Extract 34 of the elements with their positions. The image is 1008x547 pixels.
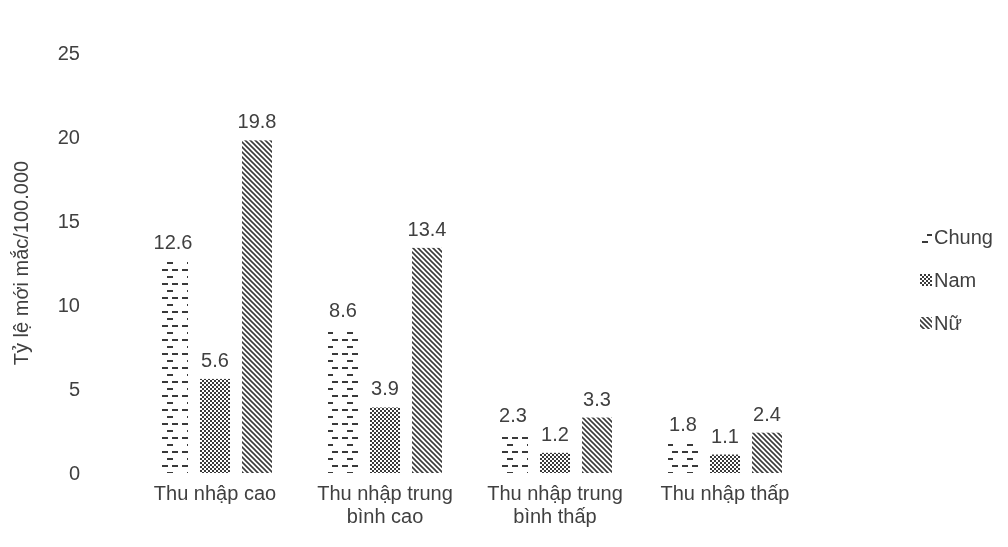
data-label: 8.6: [329, 298, 357, 321]
data-label: 19.8: [237, 110, 277, 133]
data-label: 3.3: [583, 387, 611, 410]
y-tick-label: 20: [57, 126, 80, 148]
legend-label: Nữ: [934, 312, 962, 334]
x-tick-label: Thu nhập cao: [153, 482, 277, 504]
y-tick-label: 15: [57, 210, 80, 232]
data-label: 2.4: [753, 402, 781, 425]
bar: [242, 140, 272, 473]
y-tick-label: 5: [68, 378, 80, 400]
bar: [582, 417, 612, 473]
legend-label: Chung: [934, 226, 993, 248]
data-label: 1.8: [669, 412, 697, 435]
bar: [540, 452, 570, 473]
x-tick-label: Thu nhập thấp: [660, 482, 790, 504]
y-tick-label: 0: [68, 462, 80, 484]
bar: [200, 378, 230, 473]
bar: [412, 247, 442, 473]
y-axis-title: Tỷ lệ mới mắc/100.000: [10, 160, 32, 366]
y-tick-label: 10: [57, 294, 80, 316]
x-tick-label: Thu nhập trung bình cao: [317, 482, 453, 527]
bar: [370, 407, 400, 473]
legend-label: Nam: [934, 269, 977, 291]
bar: [710, 454, 740, 473]
data-label: 2.3: [499, 404, 527, 427]
x-tick-label: Thu nhập trung bình thấp: [487, 482, 623, 527]
data-label: 1.1: [711, 424, 739, 447]
bar: [752, 432, 782, 473]
data-label: 5.6: [201, 348, 229, 371]
data-label: 3.9: [371, 377, 399, 400]
data-label: 13.4: [407, 217, 447, 240]
data-label: 1.2: [541, 422, 569, 445]
data-label: 12.6: [153, 231, 193, 254]
y-tick-label: 25: [57, 42, 80, 64]
